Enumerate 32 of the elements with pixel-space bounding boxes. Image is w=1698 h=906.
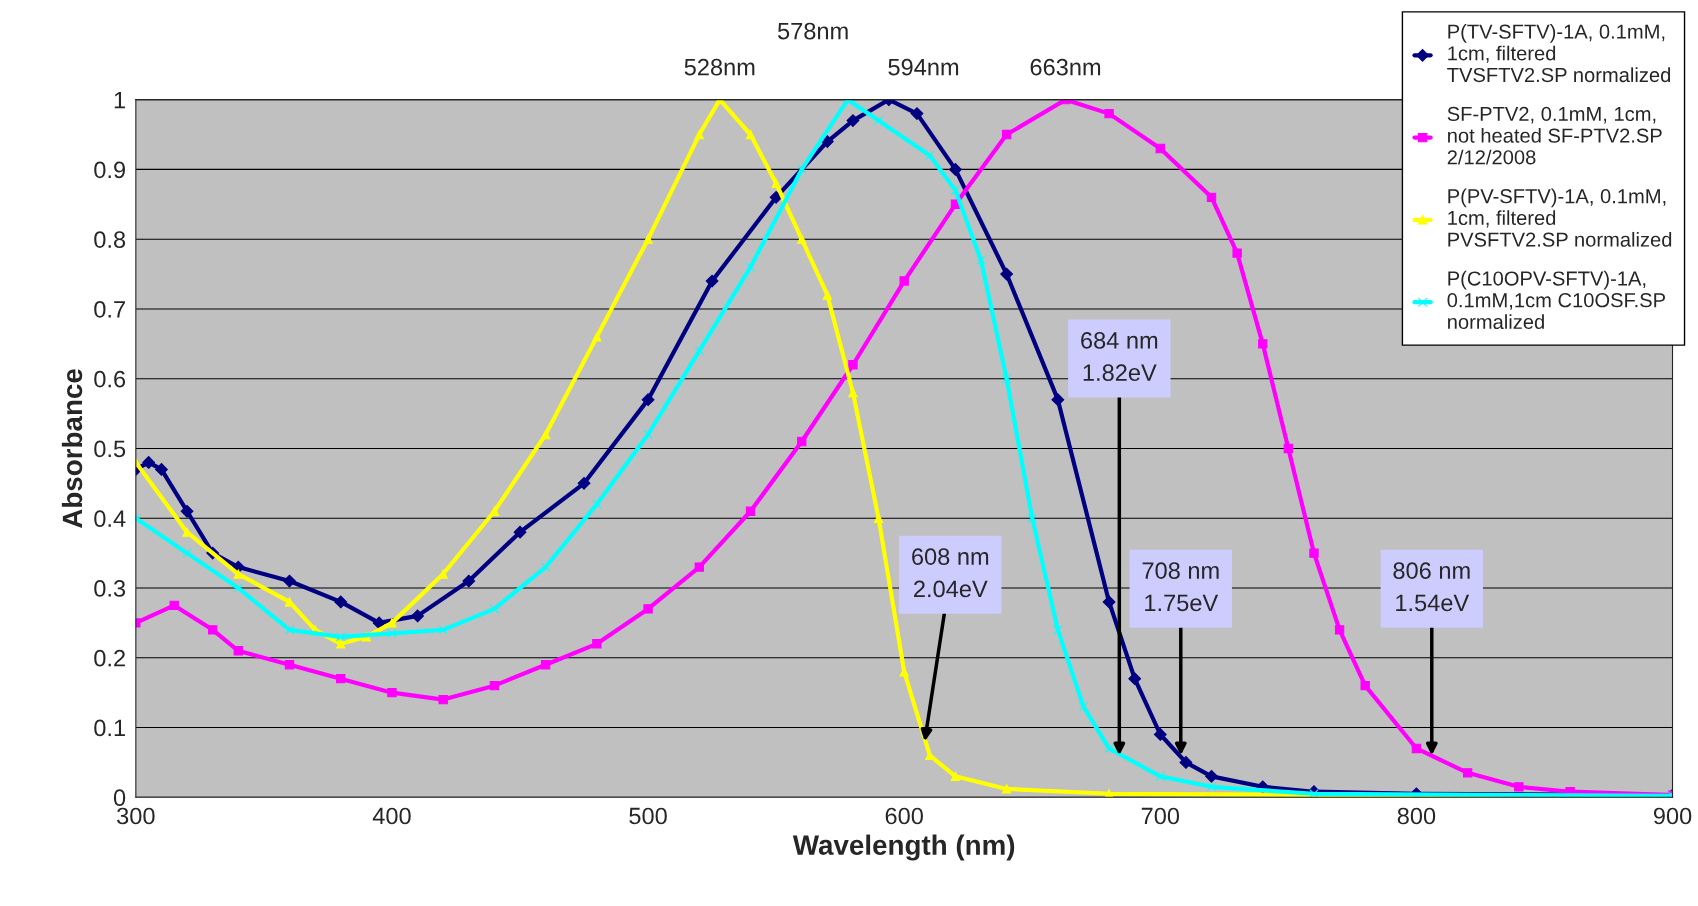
y-tick-label: 0.4 bbox=[94, 510, 126, 528]
x-tick-label: 600 bbox=[885, 807, 923, 825]
legend-label: P(C10OPV-SFTV)-1A, 0.1mM,1cm C10OSF.SP normalized bbox=[1447, 270, 1665, 330]
annotation: 708 nm 1.75eV bbox=[1142, 562, 1219, 612]
y-tick-label: 0.3 bbox=[94, 580, 126, 597]
y-tick-label: 0.8 bbox=[94, 231, 126, 248]
y-tick-label: 0.7 bbox=[94, 301, 125, 318]
x-tick-label: 800 bbox=[1397, 807, 1436, 825]
legend-label: P(PV-SFTV)-1A, 0.1mM, 1cm, filtered PVSFTV2.SP normalized bbox=[1448, 188, 1672, 247]
y-axis-title: Absorbance bbox=[61, 369, 83, 529]
annotation: 663nm bbox=[1030, 58, 1101, 76]
y-tick-label: 1 bbox=[114, 91, 125, 109]
legend-label: P(TV-SFTV)-1A, 0.1mM, 1cm, filtered TVSFTV2.SP normalized bbox=[1447, 23, 1671, 83]
x-axis-title: Wavelength (nm) bbox=[792, 834, 1015, 861]
annotation: 608 nm 2.04eV bbox=[912, 548, 989, 598]
y-tick-label: 0.9 bbox=[94, 161, 125, 179]
x-tick-label: 700 bbox=[1141, 807, 1180, 825]
annotation: 594nm bbox=[888, 58, 959, 76]
y-tick-label: 0.5 bbox=[94, 440, 126, 458]
y-tick-label: 0 bbox=[113, 789, 126, 807]
y-tick-label: 0.1 bbox=[94, 719, 125, 737]
x-tick-label: 300 bbox=[117, 807, 155, 825]
annotation: 528nm bbox=[684, 58, 755, 76]
y-tick-label: 0.2 bbox=[94, 649, 125, 667]
legend-label: SF-PTV2, 0.1mM, 1cm, not heated SF-PTV2.SP 2/12/2008 bbox=[1447, 106, 1662, 165]
x-tick-label: 500 bbox=[629, 807, 667, 825]
annotation: 806 nm 1.54eV bbox=[1393, 562, 1470, 612]
x-tick-label: 900 bbox=[1653, 807, 1692, 825]
annotation: 684 nm 1.82eV bbox=[1081, 332, 1158, 382]
annotation: 578nm bbox=[777, 22, 848, 40]
x-tick-label: 400 bbox=[372, 807, 411, 825]
y-tick-label: 0.6 bbox=[94, 370, 126, 388]
